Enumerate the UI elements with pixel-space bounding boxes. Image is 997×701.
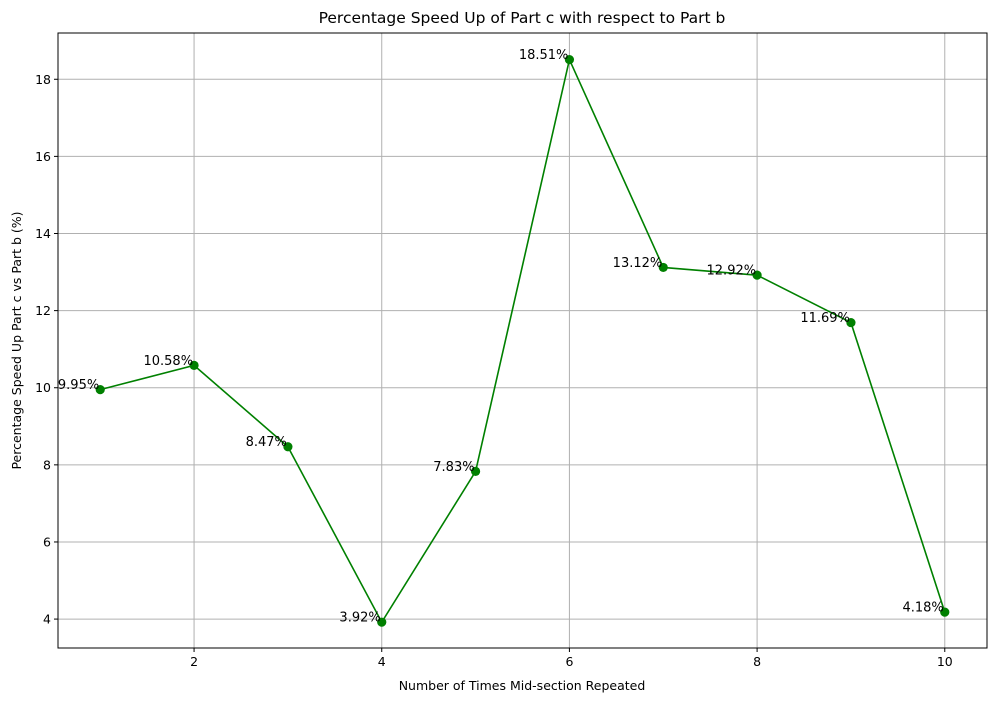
data-labels: 9.95% 10.58% 8.47% 3.92% 7.83% 18.51% 13.12% 12… <box>58 48 944 626</box>
x-tick-label: 4 <box>378 654 386 669</box>
data-label: 12.92% <box>707 264 757 279</box>
chart-title: Percentage Speed Up of Part c with respe… <box>319 9 726 27</box>
data-point <box>377 617 387 627</box>
x-tick-label: 10 <box>937 654 953 669</box>
x-tick-label: 6 <box>565 654 573 669</box>
y-tick-label: 18 <box>35 72 51 87</box>
data-label: 10.58% <box>143 354 193 369</box>
x-tick-label: 2 <box>190 654 198 669</box>
y-axis-label: Percentage Speed Up Part c vs Part b (%) <box>9 211 24 469</box>
x-tick-label: 8 <box>753 654 761 669</box>
y-tick-label: 6 <box>43 534 51 549</box>
data-label: 7.83% <box>433 460 474 475</box>
data-point <box>658 262 668 273</box>
data-label: 4.18% <box>902 601 943 616</box>
plot-frame <box>57 32 988 649</box>
data-point <box>283 442 293 452</box>
y-tick-label: 8 <box>43 457 51 472</box>
data-point <box>564 55 575 65</box>
data-point <box>470 466 481 477</box>
series-line <box>100 57 946 624</box>
y-tick-label: 10 <box>35 380 51 395</box>
data-label: 8.47% <box>246 435 287 450</box>
data-label: 9.95% <box>58 378 99 393</box>
y-tick-label: 4 <box>43 612 51 627</box>
grid-lines <box>58 33 987 648</box>
data-point <box>846 317 856 328</box>
data-point <box>940 607 950 617</box>
data-points <box>95 55 950 627</box>
x-axis-label: Number of Times Mid-section Repeated <box>399 678 646 693</box>
axis-ticks: 2 4 6 8 10 4 6 8 10 12 14 16 18 <box>35 72 953 669</box>
data-label: 13.12% <box>613 256 663 271</box>
data-label: 18.51% <box>519 48 569 63</box>
data-point <box>189 360 199 370</box>
data-point <box>752 270 762 280</box>
data-label: 3.92% <box>339 611 380 626</box>
data-point <box>95 385 105 395</box>
y-tick-label: 16 <box>35 149 51 164</box>
data-label: 11.69% <box>800 311 850 326</box>
y-tick-label: 14 <box>35 226 51 241</box>
y-tick-label: 12 <box>35 303 51 318</box>
